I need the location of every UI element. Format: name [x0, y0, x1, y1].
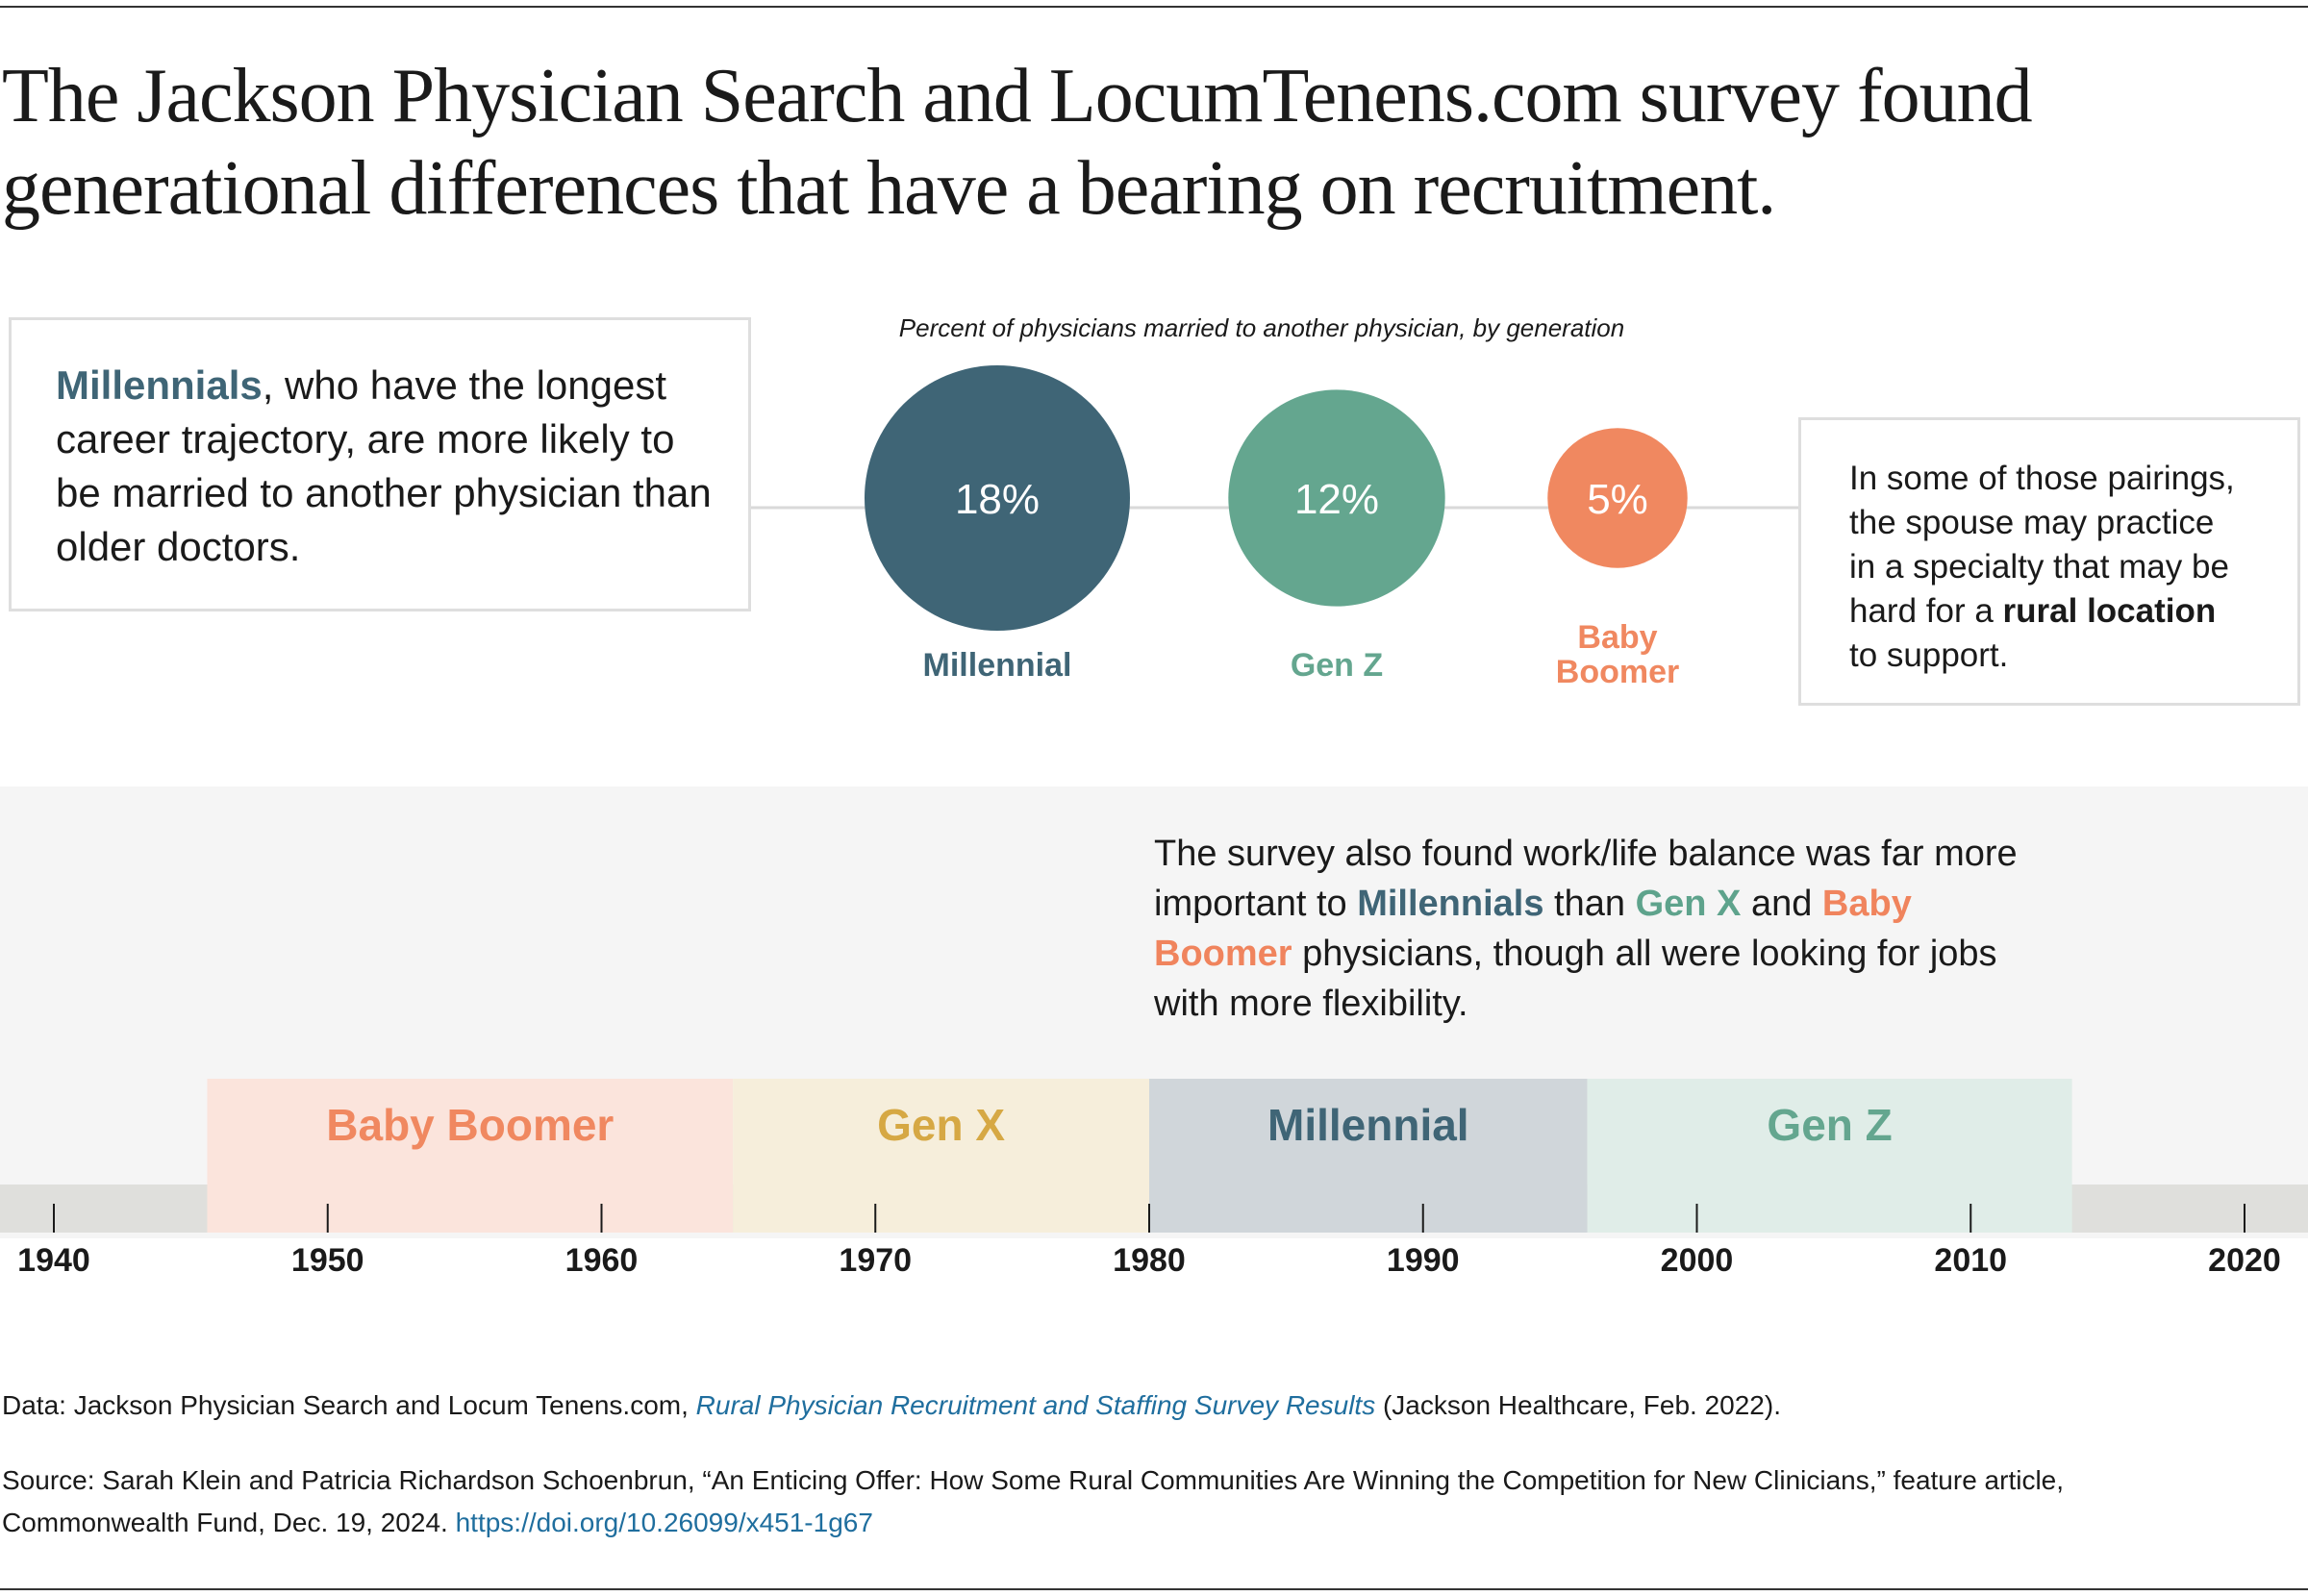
band-gen-z [1587, 1079, 2072, 1233]
pairings-line-4: hard for a rural location [1849, 589, 2278, 634]
pairings-line-2: the spouse may practice [1849, 504, 2215, 541]
source-line-1: Source: Sarah Klein and Patricia Richard… [2, 1465, 2065, 1495]
data-credit: Data: Jackson Physician Search and Locum… [2, 1384, 2306, 1427]
headline-line-1: The Jackson Physician Search and LocumTe… [2, 54, 2033, 138]
tick-label-1950: 1950 [291, 1242, 364, 1279]
band-label-gen-z: Gen Z [1767, 1100, 1892, 1150]
pairings-line-5: to support. [1849, 636, 2009, 674]
pairings-line-1: In some of those pairings, [1849, 460, 2235, 497]
millennials-callout: Millennials, who have the longest career… [9, 317, 751, 611]
source-line-2-text: Commonwealth Fund, Dec. 19, 2024. [2, 1508, 456, 1537]
survey-report-link[interactable]: Rural Physician Recruitment and Staffing… [695, 1390, 1376, 1420]
bubble-value-millennial: 18% [955, 476, 1040, 523]
tick-label-1980: 1980 [1113, 1242, 1186, 1279]
callout-highlight-millennials: Millennials [56, 362, 263, 408]
bubble-gen-z [1228, 389, 1445, 607]
balance-text-3: and [1741, 884, 1822, 924]
balance-text-2: than [1543, 884, 1636, 924]
tick-label-1960: 1960 [565, 1242, 639, 1279]
bubble-chart-title: Percent of physicians married to another… [899, 313, 1624, 342]
work-life-balance-note: The survey also found work/life balance … [1154, 829, 2020, 1029]
data-credit-suffix: (Jackson Healthcare, Feb. 2022). [1375, 1390, 1781, 1420]
bubble-label-baby-boomer-2: Boomer [1556, 654, 1679, 690]
tick-label-2020: 2020 [2208, 1242, 2281, 1279]
bubble-baby-boomer [1547, 428, 1688, 568]
bubble-label-baby-boomer-1: Baby [1577, 619, 1657, 656]
bubble-label-millennial: Millennial [923, 647, 1072, 684]
bottom-rule [0, 1588, 2308, 1590]
tick-label-1940: 1940 [17, 1242, 90, 1279]
top-rule [0, 6, 2308, 8]
callout-text: , who have the longest career trajectory… [56, 362, 712, 569]
timeline-group: Baby Boomer Gen X Millennial Gen Z 1940 1950 1… [0, 1079, 2308, 1279]
pairings-callout: In some of those pairings, the spouse ma… [1798, 417, 2300, 706]
balance-gen-x: Gen X [1635, 884, 1742, 924]
pairings-line-3: in a specialty that may be [1849, 548, 2229, 586]
pairings-line-4-pre: hard for a [1849, 592, 2003, 630]
tick-label-2010: 2010 [1934, 1242, 2007, 1279]
tick-label-1990: 1990 [1387, 1242, 1460, 1279]
band-gen-x [733, 1079, 1149, 1233]
generation-timeline: Baby Boomer Gen X Millennial Gen Z 1940 1950 1… [0, 1079, 2308, 1279]
source-credit: Source: Sarah Klein and Patricia Richard… [2, 1459, 2306, 1544]
band-label-millennial: Millennial [1267, 1100, 1469, 1150]
band-label-gen-x: Gen X [877, 1100, 1005, 1150]
headline-line-2: generational differences that have a bea… [2, 146, 1776, 231]
data-credit-prefix: Data: Jackson Physician Search and Locum… [2, 1390, 696, 1420]
balance-baby-boomer: Baby Boomer [1154, 884, 1912, 974]
tick-label-1970: 1970 [839, 1242, 912, 1279]
bubble-value-baby-boomer: 5% [1587, 476, 1648, 523]
bubble-chart: Percent of physicians married to another… [750, 313, 1798, 690]
tick-label-2000: 2000 [1661, 1242, 1734, 1279]
doi-link[interactable]: https://doi.org/10.26099/x451-1g67 [455, 1508, 873, 1537]
band-baby-boomer [207, 1079, 734, 1233]
band-millennial [1149, 1079, 1588, 1233]
bubble-value-gen-z: 12% [1294, 476, 1379, 523]
headline: The Jackson Physician Search and LocumTe… [2, 50, 2291, 235]
source-line-2: Commonwealth Fund, Dec. 19, 2024. https:… [2, 1502, 2306, 1544]
rural-location-emphasis: rural location [2002, 592, 2217, 630]
bubble-label-gen-z: Gen Z [1291, 647, 1383, 684]
balance-millennials: Millennials [1357, 884, 1544, 924]
balance-text-1: The survey also found work/life balance … [1154, 834, 2018, 924]
balance-text-4: physicians, though all were looking for … [1154, 934, 1997, 1024]
bubble-millennial [865, 365, 1130, 631]
band-label-baby-boomer: Baby Boomer [326, 1100, 614, 1150]
